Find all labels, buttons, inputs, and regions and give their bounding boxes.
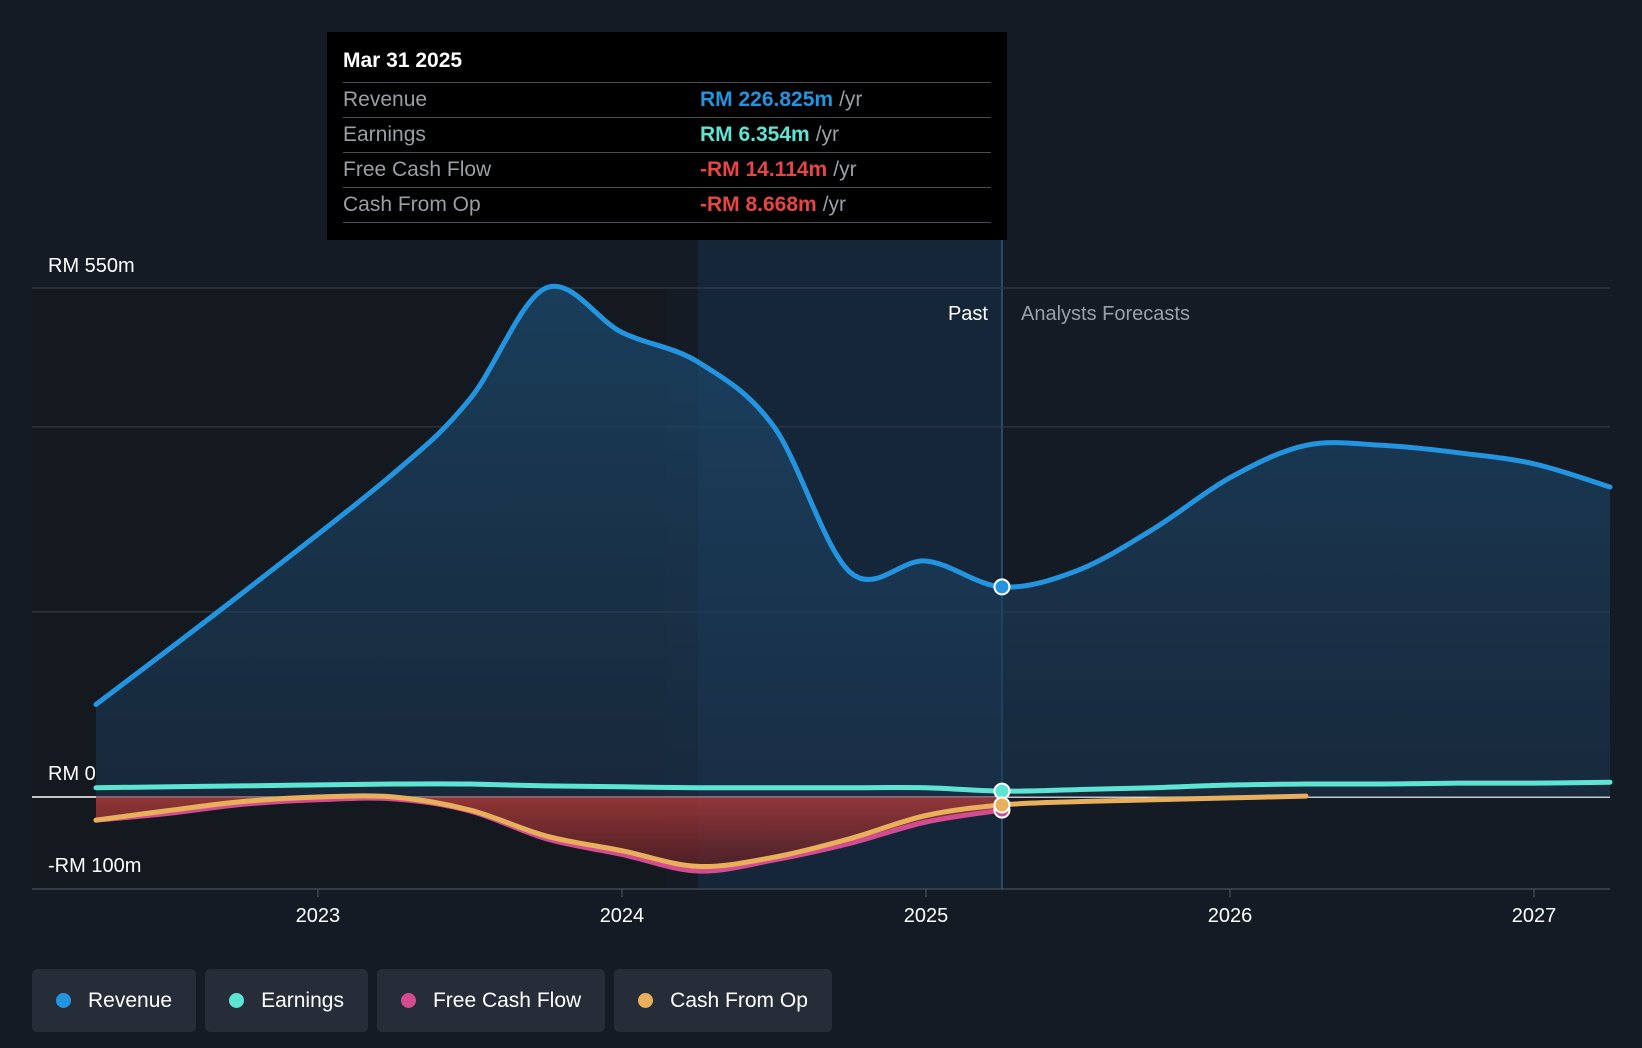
revenue-line <box>93 283 1613 707</box>
x-tick-label-2023: 2023 <box>296 905 341 927</box>
tooltip-row-revenue: Revenue RM 226.825m/yr <box>343 82 991 117</box>
tooltip-row-unit: /yr <box>815 123 840 146</box>
cash-from-op-line <box>93 793 1309 870</box>
tooltip-date: Mar 31 2025 <box>343 49 463 72</box>
legend-dot-icon <box>229 993 245 1008</box>
tooltip-row-cash-from-op: Cash From Op -RM 8.668m/yr <box>343 187 991 223</box>
tooltip-row-unit: /yr <box>833 158 857 181</box>
legend-item-free-cash-flow[interactable]: Free Cash Flow <box>376 969 606 1032</box>
tooltip-row-value: RM 6.354m <box>700 123 810 146</box>
tooltip-row-earnings: Earnings RM 6.354m/yr <box>343 117 991 152</box>
negative-cash-area <box>96 797 1002 872</box>
cash-from-op-marker <box>993 796 1011 814</box>
x-tick-label-2025: 2025 <box>904 905 949 927</box>
y-axis-bottom-label: -RM 100m <box>48 855 141 877</box>
x-tick-label-2024: 2024 <box>600 905 645 927</box>
legend-label: Revenue <box>88 988 173 1012</box>
data-tooltip: Mar 31 2025 Revenue RM 226.825m/yr Earning… <box>327 32 1007 240</box>
legend-dot-icon <box>56 993 71 1008</box>
legend-dot-icon <box>400 993 416 1008</box>
tooltip-row-value: -RM 14.114m <box>700 158 828 181</box>
x-tick-label-2027: 2027 <box>1512 905 1557 927</box>
tooltip-row-name: Revenue <box>343 88 428 111</box>
tooltip-row-name: Cash From Op <box>343 193 481 216</box>
x-tick-label-2026: 2026 <box>1208 905 1253 927</box>
legend-item-earnings[interactable]: Earnings <box>205 969 368 1032</box>
tooltip-row-unit: /yr <box>822 193 847 216</box>
y-axis-zero-label: RM 0 <box>48 763 96 785</box>
legend-label: Earnings <box>261 988 344 1012</box>
earnings-line <box>93 779 1613 794</box>
tooltip-row-value: RM 226.825m <box>700 88 834 111</box>
tooltip-row-free-cash-flow: Free Cash Flow -RM 14.114m/yr <box>343 152 991 187</box>
forecast-label: Analysts Forecasts <box>1021 303 1190 325</box>
tooltip-row-name: Free Cash Flow <box>343 158 492 181</box>
legend-dot-icon <box>638 993 654 1008</box>
free-cash-flow-line <box>93 795 1005 874</box>
legend-label: Free Cash Flow <box>432 988 582 1012</box>
tooltip-row-value: -RM 8.668m <box>700 193 817 216</box>
legend-item-revenue[interactable]: Revenue <box>32 969 197 1032</box>
earnings-marker <box>993 782 1011 800</box>
y-axis-top-label: RM 550m <box>48 255 135 277</box>
tooltip-row-name: Earnings <box>343 123 426 146</box>
legend-item-cash-from-op[interactable]: Cash From Op <box>614 969 832 1032</box>
tooltip-row-unit: /yr <box>839 88 863 111</box>
legend-label: Cash From Op <box>670 988 808 1012</box>
revenue-marker <box>993 578 1011 596</box>
legend: Revenue Earnings Free Cash Flow Cash From O… <box>32 969 832 1032</box>
past-label: Past <box>948 303 988 325</box>
revenue-area <box>96 286 1610 797</box>
